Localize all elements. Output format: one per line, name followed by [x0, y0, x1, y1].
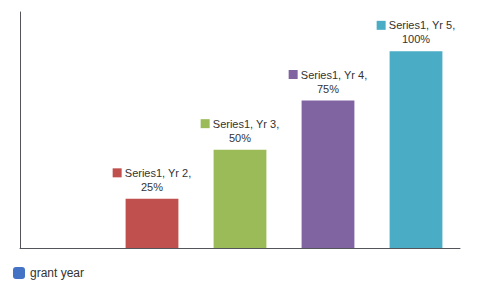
svg-text:Series1, Yr 4,: Series1, Yr 4,: [301, 69, 367, 81]
svg-text:grant year: grant year: [30, 266, 84, 280]
svg-text:Series1, Yr 5,: Series1, Yr 5,: [389, 19, 455, 31]
svg-text:50%: 50%: [229, 132, 251, 144]
svg-text:Series1, Yr 2,: Series1, Yr 2,: [125, 167, 191, 179]
svg-text:75%: 75%: [317, 83, 339, 95]
svg-text:Series1, Yr 3,: Series1, Yr 3,: [213, 118, 279, 130]
svg-text:25%: 25%: [141, 181, 163, 193]
svg-text:100%: 100%: [402, 33, 430, 45]
